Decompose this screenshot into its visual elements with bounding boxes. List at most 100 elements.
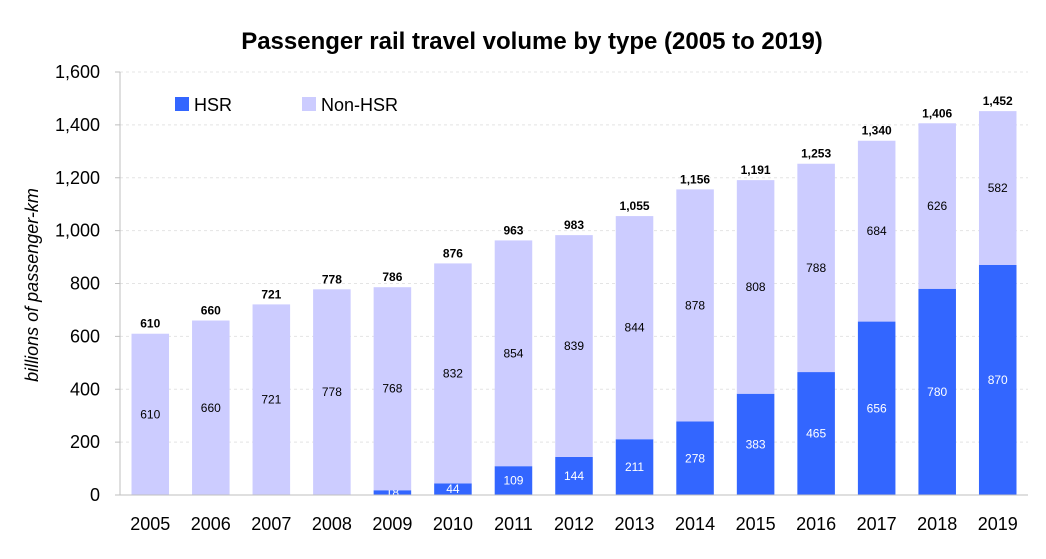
bar-non-hsr	[978, 111, 1017, 265]
x-tick-label: 2008	[312, 514, 352, 534]
y-tick-label: 1,400	[55, 115, 100, 135]
y-axis-label: billions of passenger-km	[22, 188, 42, 382]
bar-non-hsr	[192, 320, 230, 495]
y-tick-label: 200	[70, 432, 100, 452]
x-tick-label: 2005	[130, 514, 170, 534]
total-label: 1,253	[801, 147, 831, 161]
data-label-non-hsr: 788	[806, 261, 826, 275]
total-label: 721	[261, 287, 281, 301]
legend-label-hsr: HSR	[194, 95, 232, 115]
data-label-non-hsr: 808	[746, 280, 766, 294]
y-tick-label: 600	[70, 326, 100, 346]
bar-non-hsr	[676, 189, 714, 422]
data-label-non-hsr: 626	[927, 199, 947, 213]
x-tick-label: 2012	[554, 514, 594, 534]
total-label: 786	[382, 270, 402, 284]
bar-hsr	[736, 393, 775, 495]
data-label-non-hsr: 832	[443, 366, 463, 380]
data-label-hsr: 383	[746, 437, 766, 451]
data-label-non-hsr: 844	[625, 321, 645, 335]
y-tick-label: 800	[70, 274, 100, 294]
legend-swatch-non-hsr	[302, 97, 316, 111]
total-label: 983	[564, 218, 584, 232]
bar-hsr	[434, 483, 472, 495]
bar-hsr	[555, 456, 593, 495]
x-tick-label: 2010	[433, 514, 473, 534]
x-tick-label: 2006	[191, 514, 231, 534]
bar-hsr	[373, 490, 412, 495]
y-axis-ticks: 0 200 400 600 800 1,000 1,200 1,400 1,600	[55, 62, 120, 505]
data-label-hsr: 278	[685, 451, 705, 465]
total-label: 1,055	[620, 199, 650, 213]
data-label-non-hsr: 721	[261, 393, 281, 407]
total-label: 610	[140, 317, 160, 331]
bar-non-hsr	[615, 216, 654, 440]
total-label: 1,156	[680, 172, 710, 186]
x-tick-label: 2014	[675, 514, 715, 534]
x-tick-label: 2017	[857, 514, 897, 534]
y-tick-label: 1,200	[55, 168, 100, 188]
x-tick-label: 2016	[796, 514, 836, 534]
bar-hsr	[676, 421, 714, 495]
data-label-hsr: 44	[446, 482, 460, 496]
data-label-hsr: 211	[625, 460, 644, 474]
bars: 6106106606607217217787781876878644832876…	[131, 94, 1017, 500]
y-tick-label: 1,000	[55, 221, 100, 241]
y-tick-label: 1,600	[55, 62, 100, 82]
data-label-hsr: 465	[806, 427, 826, 441]
x-tick-label: 2007	[251, 514, 291, 534]
total-label: 876	[443, 246, 463, 260]
data-label-hsr: 656	[867, 401, 887, 415]
data-label-non-hsr: 878	[685, 298, 705, 312]
bar-non-hsr	[252, 304, 291, 495]
total-label: 1,452	[983, 94, 1013, 108]
bar-non-hsr	[797, 163, 835, 373]
x-tick-label: 2018	[917, 514, 957, 534]
bar-non-hsr	[736, 180, 775, 394]
legend-label-non-hsr: Non-HSR	[321, 95, 398, 115]
data-label-non-hsr: 768	[382, 382, 402, 396]
bar-non-hsr	[918, 123, 956, 289]
y-tick-label: 0	[90, 485, 100, 505]
bar-non-hsr	[131, 333, 170, 495]
total-label: 660	[201, 304, 221, 318]
data-label-non-hsr: 660	[201, 401, 221, 415]
total-label: 1,191	[741, 163, 771, 177]
bar-hsr	[494, 466, 533, 495]
data-label-hsr: 144	[564, 469, 584, 483]
bar-hsr	[918, 288, 956, 495]
bar-non-hsr	[857, 140, 896, 322]
data-label-non-hsr: 684	[867, 224, 887, 238]
bar-hsr	[978, 264, 1017, 495]
data-label-non-hsr: 839	[564, 339, 584, 353]
bar-non-hsr	[313, 289, 351, 495]
total-label: 1,340	[862, 124, 892, 138]
bar-hsr	[615, 439, 654, 495]
data-label-non-hsr: 778	[322, 385, 342, 399]
bar-non-hsr	[555, 235, 593, 457]
total-label: 1,406	[922, 106, 952, 120]
legend: HSR Non-HSR	[175, 95, 398, 115]
bar-non-hsr	[494, 240, 533, 467]
bar-hsr	[857, 321, 896, 495]
x-tick-label: 2009	[372, 514, 412, 534]
x-axis-ticks: 2005 2006 2007 2008 2009 2010 2011 2012 2013 2014…	[130, 514, 1018, 534]
data-label-non-hsr: 610	[140, 407, 160, 421]
total-label: 963	[503, 223, 523, 237]
data-label-hsr: 780	[927, 385, 947, 399]
data-label-hsr: 870	[988, 373, 1008, 387]
bar-non-hsr	[373, 287, 412, 491]
y-tick-label: 400	[70, 379, 100, 399]
x-tick-label: 2015	[736, 514, 776, 534]
data-label-non-hsr: 582	[988, 181, 1008, 195]
x-tick-label: 2019	[978, 514, 1018, 534]
legend-swatch-hsr	[175, 97, 189, 111]
data-label-non-hsr: 854	[503, 346, 523, 360]
x-tick-label: 2013	[615, 514, 655, 534]
bar-non-hsr	[434, 263, 472, 484]
total-label: 778	[322, 272, 342, 286]
x-tick-label: 2011	[494, 514, 533, 534]
bar-hsr	[797, 372, 835, 495]
data-label-hsr: 109	[503, 474, 523, 488]
